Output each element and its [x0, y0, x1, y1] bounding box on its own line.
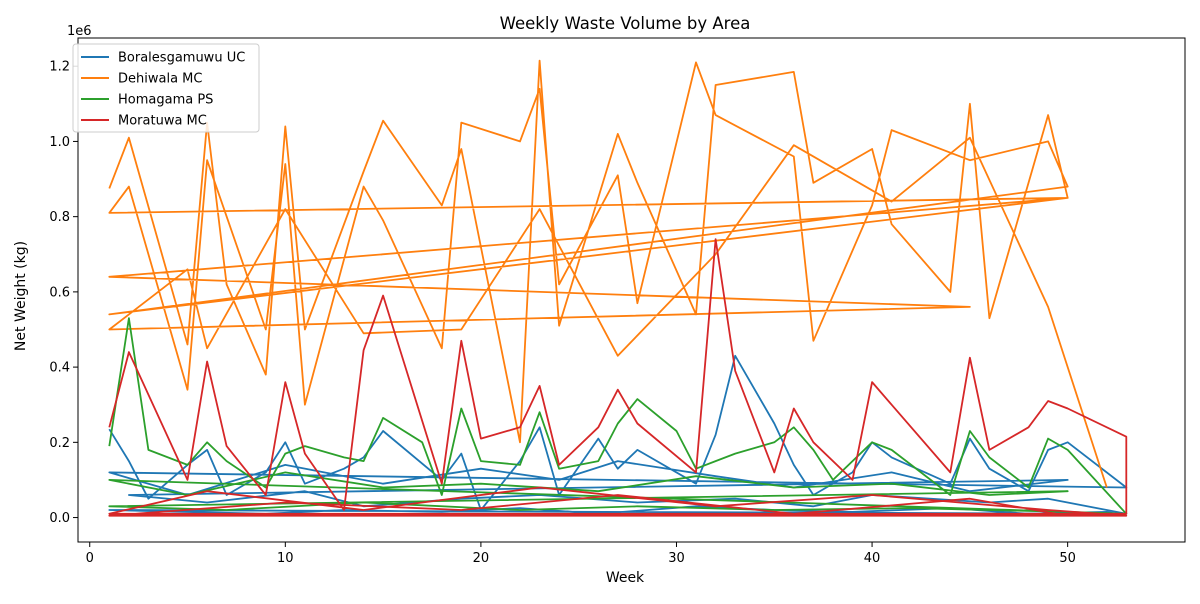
- chart-title: Weekly Waste Volume by Area: [500, 14, 751, 33]
- x-tick-label: 50: [1059, 551, 1076, 566]
- series-line-1: [108, 59, 1108, 488]
- legend-label: Boralesgamuwu UC: [118, 51, 245, 66]
- y-offset-label: 1e6: [67, 24, 92, 39]
- y-tick-label: 0.0: [49, 511, 70, 526]
- x-tick-label: 0: [86, 551, 94, 566]
- legend-box: [72, 43, 260, 133]
- series-line-2: [108, 317, 1128, 515]
- x-axis: 0 10 20 30 40 50: [86, 542, 1076, 566]
- plot-frame: [77, 37, 1186, 543]
- y-tick-label: 0.2: [49, 436, 70, 451]
- y-axis: 0.0 0.2 0.4 0.6 0.8 1.0 1.2: [49, 60, 78, 526]
- x-axis-title: Week: [606, 570, 645, 586]
- y-tick-label: 1.2: [49, 60, 70, 75]
- legend: Boralesgamuwu UC Dehiwala MC Homagama PS Mo…: [72, 43, 260, 133]
- legend-label: Moratuwa MC: [118, 114, 207, 129]
- y-tick-label: 0.8: [49, 210, 70, 225]
- y-tick-label: 0.4: [49, 361, 70, 376]
- x-tick-label: 30: [668, 551, 685, 566]
- series-line-3: [108, 238, 1128, 517]
- legend-label: Homagama PS: [118, 93, 213, 108]
- x-tick-label: 40: [864, 551, 881, 566]
- y-tick-label: 1.0: [49, 135, 70, 150]
- series-line-0: [108, 354, 1128, 517]
- series-layer: [108, 59, 1128, 517]
- x-tick-label: 20: [473, 551, 490, 566]
- legend-label: Dehiwala MC: [118, 72, 202, 87]
- y-tick-label: 0.6: [49, 285, 70, 300]
- x-tick-label: 10: [277, 551, 294, 566]
- y-axis-title: Net Weight (kg): [13, 241, 29, 351]
